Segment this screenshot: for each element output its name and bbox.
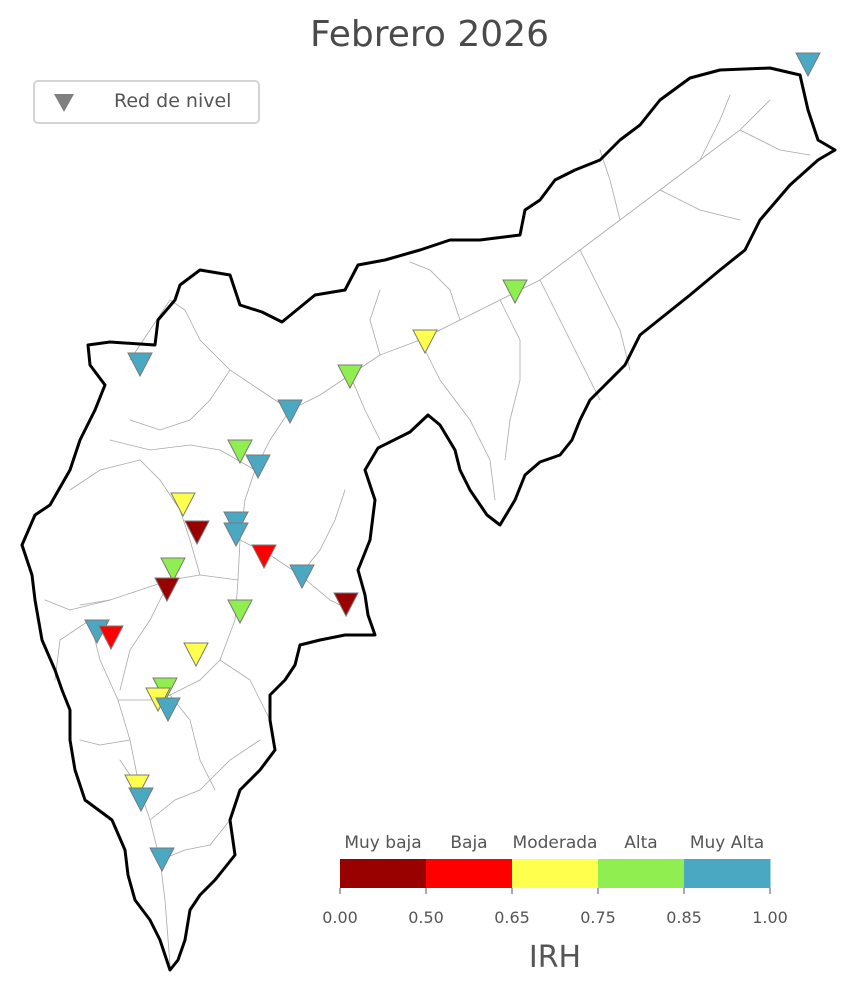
station-marker xyxy=(184,520,210,546)
colorbar-segment xyxy=(684,859,771,888)
river-network xyxy=(44,94,811,966)
colorbar-segment xyxy=(598,859,685,888)
station-marker xyxy=(795,52,821,78)
station-marker xyxy=(289,564,315,590)
colorbar-tick-label: 0.00 xyxy=(322,908,358,927)
colorbar-class-label: Baja xyxy=(450,833,488,853)
station-marker xyxy=(154,577,180,603)
station-marker xyxy=(183,642,209,668)
station-marker xyxy=(277,399,303,425)
colorbar-class-label: Muy baja xyxy=(344,833,422,853)
station-marker xyxy=(223,522,249,548)
colorbar-segment xyxy=(512,859,599,888)
station-marker xyxy=(337,364,363,390)
station-marker xyxy=(170,492,196,518)
station-marker xyxy=(149,847,175,873)
colorbar-segment xyxy=(340,859,427,888)
colorbar-title: IRH xyxy=(528,940,582,975)
station-marker xyxy=(155,697,181,723)
colorbar-tick-label: 0.65 xyxy=(494,908,530,927)
colorbar-tick-label: 1.00 xyxy=(752,908,788,927)
irh-colorbar xyxy=(339,859,771,894)
station-marker xyxy=(502,279,528,305)
colorbar-class-label: Moderada xyxy=(512,833,598,853)
colorbar-tick-label: 0.50 xyxy=(408,908,444,927)
legend-marker xyxy=(54,94,74,112)
level-network-stations xyxy=(84,52,821,873)
station-marker xyxy=(124,774,150,800)
station-marker xyxy=(227,439,253,465)
colorbar-class-label: Alta xyxy=(624,833,658,853)
legend-label: Red de nivel xyxy=(114,90,232,112)
colorbar-segment xyxy=(426,859,513,888)
colorbar-tick-label: 0.85 xyxy=(666,908,702,927)
station-marker xyxy=(412,329,438,355)
legend: Red de nivel xyxy=(33,80,260,124)
station-marker xyxy=(127,352,153,378)
basin-boundary xyxy=(20,66,837,972)
map-title: Febrero 2026 xyxy=(310,14,549,55)
colorbar-tick-label: 0.75 xyxy=(580,908,616,927)
station-marker xyxy=(251,544,277,570)
colorbar-class-label: Muy Alta xyxy=(689,833,765,853)
station-marker xyxy=(160,557,186,583)
station-marker xyxy=(227,599,253,625)
station-marker xyxy=(245,454,271,480)
station-marker xyxy=(333,592,359,618)
station-marker xyxy=(98,625,124,651)
triangle-down-icon xyxy=(54,94,74,112)
station-marker xyxy=(128,787,154,813)
